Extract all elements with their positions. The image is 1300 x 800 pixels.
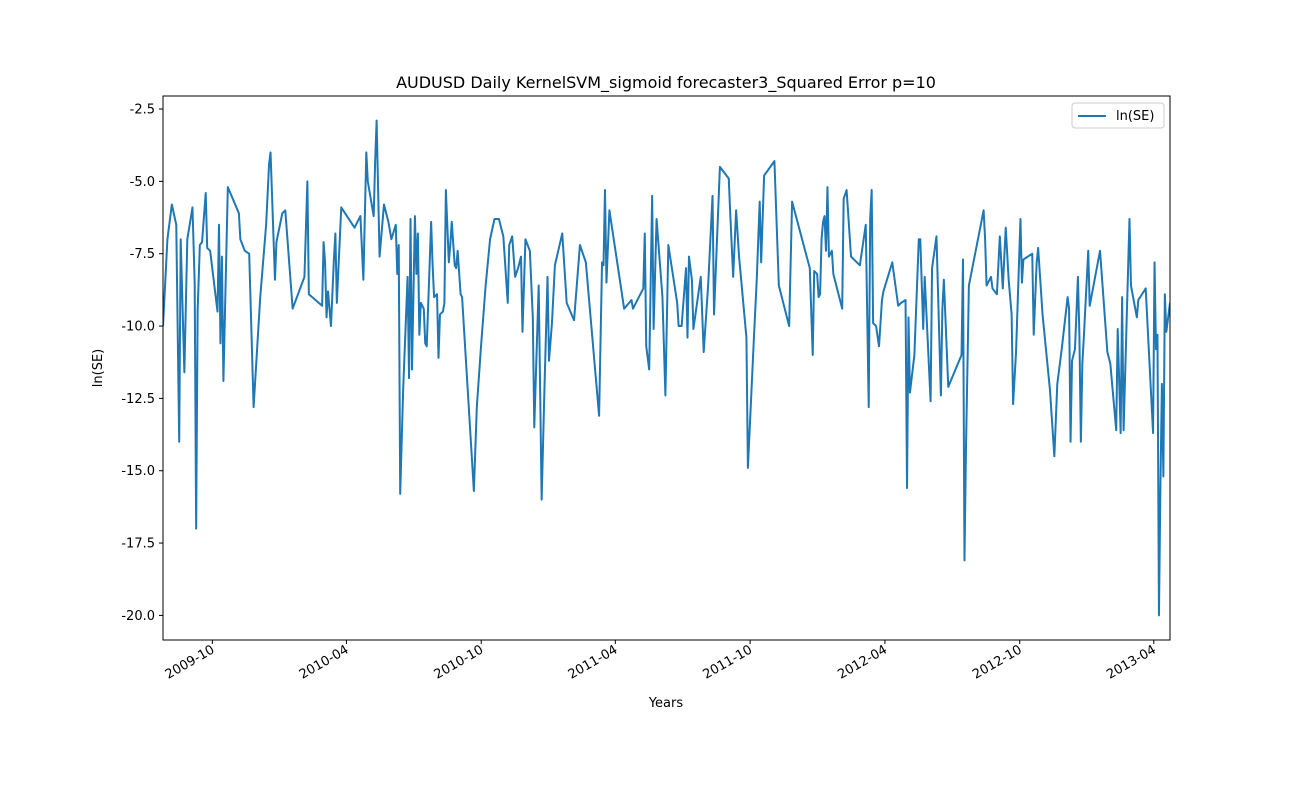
chart-title: AUDUSD Daily KernelSVM_sigmoid forecaste… xyxy=(396,73,936,93)
y-tick-label: -20.0 xyxy=(121,609,155,624)
x-axis-label: Years xyxy=(648,696,684,711)
legend: ln(SE) xyxy=(1071,102,1165,129)
plot-series xyxy=(163,119,1170,617)
y-tick-label: -15.0 xyxy=(121,464,155,479)
plot-frame xyxy=(162,95,1171,641)
y-tick-label: -2.5 xyxy=(130,103,155,118)
y-tick-label: -7.5 xyxy=(130,247,155,262)
y-tick-label: -5.0 xyxy=(130,175,155,190)
legend-box xyxy=(1071,102,1165,129)
legend-label: ln(SE) xyxy=(1116,109,1154,124)
series-line-0 xyxy=(163,119,1170,617)
y-axis: -20.0 -17.5 -15.0 -12.5 -10.0 -7.5 -5.0 -2.5 xyxy=(121,103,163,624)
y-tick-label: -17.5 xyxy=(121,537,155,552)
y-axis-label: ln(SE) xyxy=(91,349,106,387)
y-tick-label: -10.0 xyxy=(121,320,155,335)
y-tick-label: -12.5 xyxy=(121,392,155,407)
